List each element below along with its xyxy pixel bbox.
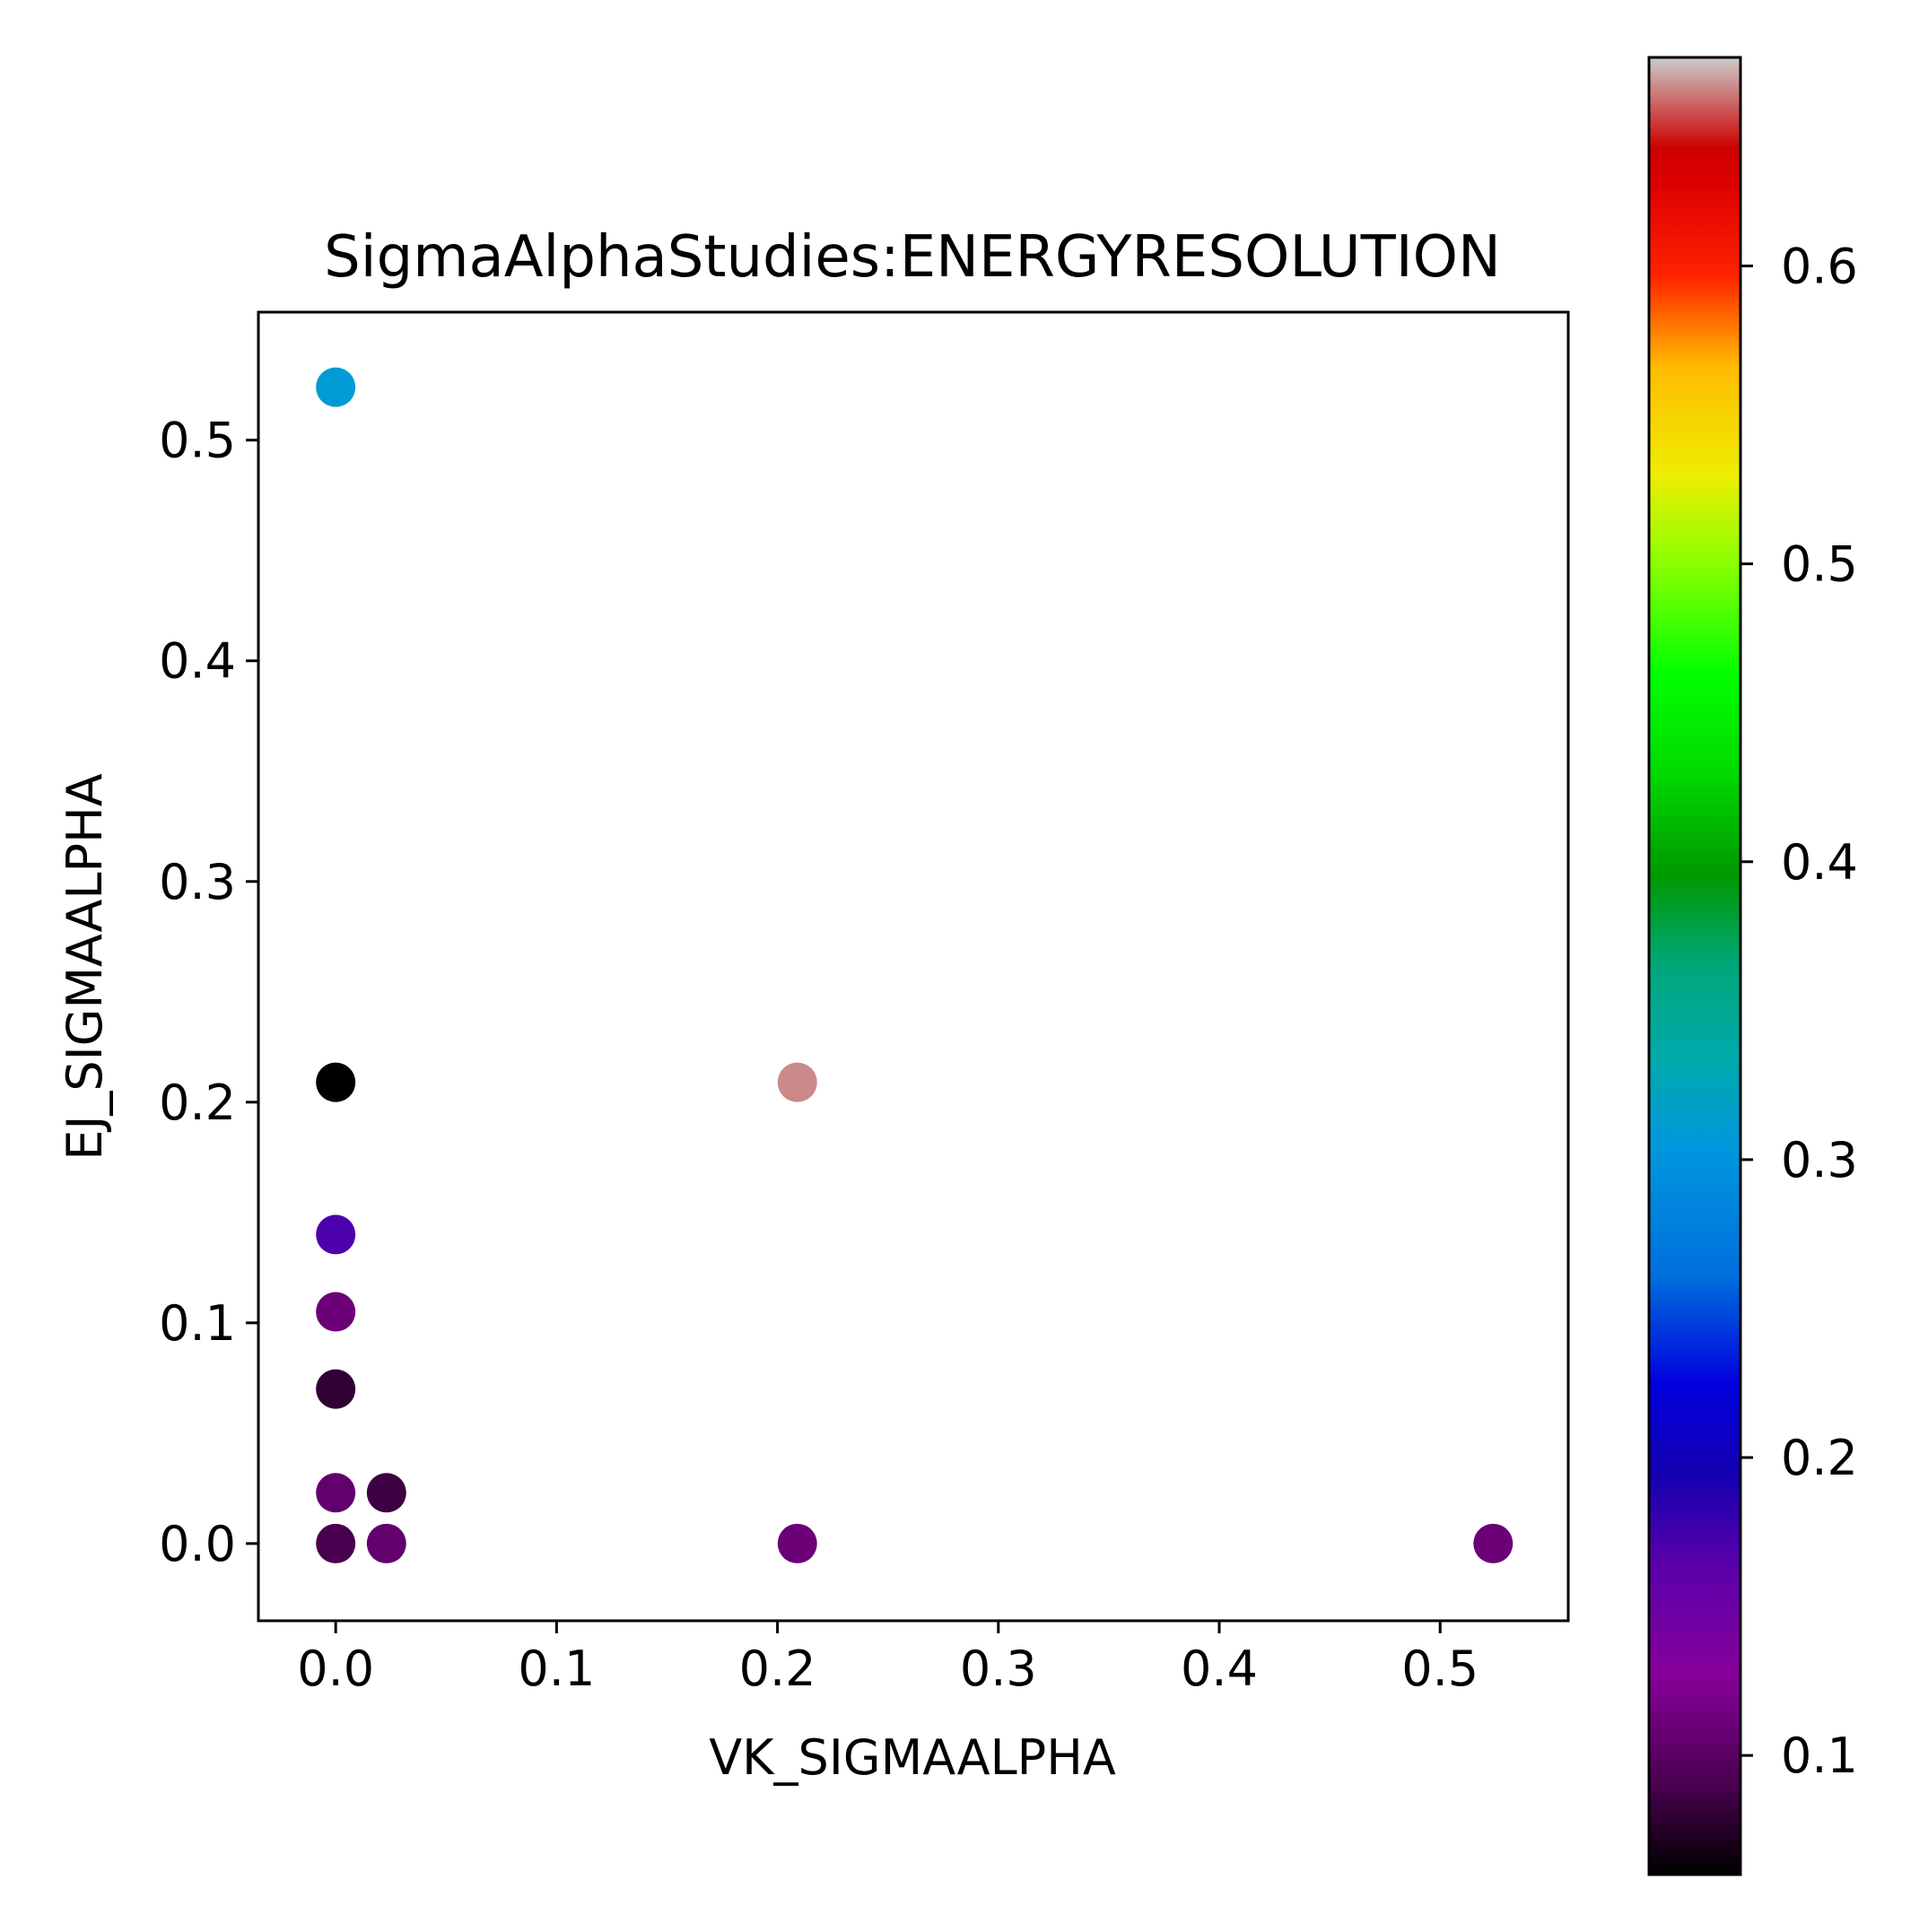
plot-area-frame xyxy=(257,310,1570,1623)
y-tick-label: 0.4 xyxy=(159,633,236,690)
colorbar-tick-label: 0.5 xyxy=(1781,536,1858,593)
y-axis-ticks: 0.0 0.1 0.2 0.3 0.4 0.5 xyxy=(159,413,258,1572)
scatter-point xyxy=(316,367,356,407)
x-tick-label: 0.5 xyxy=(1401,1640,1479,1697)
x-tick-label: 0.2 xyxy=(739,1640,816,1697)
colorbar-ticks: 0.1 0.2 0.3 0.4 0.5 0.6 xyxy=(1740,238,1858,1784)
colorbar-tick-label: 0.3 xyxy=(1781,1132,1858,1188)
scatter-point xyxy=(366,1473,406,1513)
y-tick-label: 0.1 xyxy=(159,1295,236,1352)
x-tick-label: 0.4 xyxy=(1181,1640,1258,1697)
colorbar-tick-label: 0.2 xyxy=(1781,1430,1858,1486)
y-tick-label: 0.5 xyxy=(159,413,236,469)
y-tick-label: 0.2 xyxy=(159,1075,236,1131)
scatter-point xyxy=(316,1062,356,1102)
scatter-point xyxy=(1473,1523,1514,1563)
scatter-point xyxy=(777,1062,817,1102)
chart-title: SigmaAlphaStudies:ENERGYRESOLUTION xyxy=(324,224,1501,291)
scatter-point xyxy=(316,1292,356,1332)
y-tick-label: 0.3 xyxy=(159,854,236,910)
y-tick-label: 0.0 xyxy=(159,1516,236,1572)
colorbar-tick-label: 0.4 xyxy=(1781,834,1858,891)
scatter-point xyxy=(316,1523,356,1563)
scatter-point xyxy=(366,1523,406,1563)
data-points xyxy=(316,367,1514,1563)
scatter-point xyxy=(316,1473,356,1513)
x-tick-label: 0.1 xyxy=(518,1640,595,1697)
x-axis-ticks: 0.0 0.1 0.2 0.3 0.4 0.5 xyxy=(297,1621,1479,1697)
x-tick-label: 0.3 xyxy=(960,1640,1037,1697)
scatter-point xyxy=(316,1214,356,1255)
colorbar-tick-label: 0.1 xyxy=(1781,1727,1858,1784)
colorbar xyxy=(1647,56,1742,1876)
y-axis-label: EJ_SIGMAALPHA xyxy=(57,773,113,1160)
scatter-point xyxy=(316,1369,356,1409)
x-tick-label: 0.0 xyxy=(297,1640,374,1697)
colorbar-tick-label: 0.6 xyxy=(1781,238,1858,294)
scatter-point xyxy=(777,1523,817,1563)
x-axis-label: VK_SIGMAALPHA xyxy=(709,1729,1116,1786)
